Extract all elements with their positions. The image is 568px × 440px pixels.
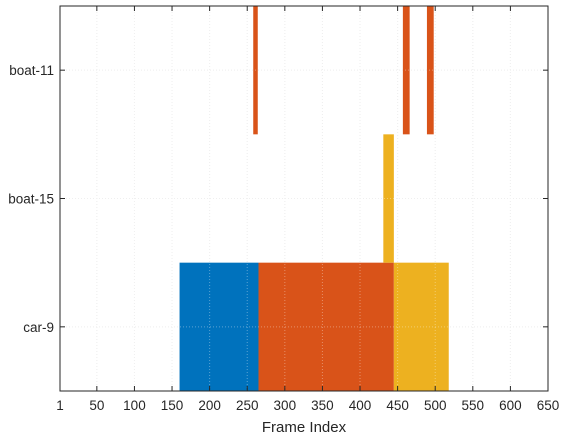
labels-layer: 1 50 100 150 200 250 300 350 400 450 500 550 600 650c…: [8, 63, 559, 413]
interval-bar: [402, 6, 410, 135]
x-axis-title: Frame Index: [262, 419, 347, 436]
x-tick-label: 250: [236, 398, 259, 413]
y-tick-label: boat-11: [9, 63, 54, 78]
interval-bar: [393, 262, 449, 391]
x-tick-label: 350: [311, 398, 334, 413]
y-tick-label: car-9: [23, 320, 54, 335]
x-tick-label: 500: [424, 398, 447, 413]
interval-bar: [258, 262, 394, 391]
interval-bar: [253, 6, 258, 135]
bars-layer: [179, 6, 449, 391]
x-tick-label: 100: [123, 398, 146, 413]
x-tick-label: 150: [161, 398, 184, 413]
interval-bar: [179, 262, 259, 391]
x-tick-label: 300: [274, 398, 297, 413]
x-tick-label: 200: [198, 398, 221, 413]
x-tick-label: 600: [499, 398, 522, 413]
x-tick-label: 1: [56, 398, 64, 413]
x-tick-label: 50: [89, 398, 104, 413]
interval-bar: [383, 134, 394, 263]
ticks-layer: [59, 6, 549, 391]
x-tick-label: 650: [537, 398, 560, 413]
x-tick-label: 550: [462, 398, 485, 413]
x-tick-label: 450: [386, 398, 409, 413]
x-tick-label: 400: [349, 398, 372, 413]
y-tick-label: boat-15: [8, 192, 54, 207]
interval-bar: [426, 6, 434, 135]
